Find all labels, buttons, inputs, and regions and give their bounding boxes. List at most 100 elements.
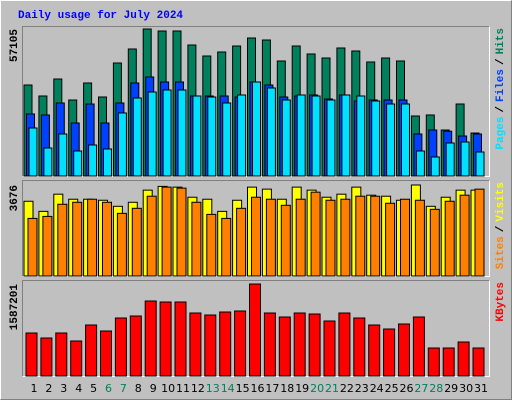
y-tick-label: 57105 [9,29,21,62]
bar [280,204,291,277]
bar [353,317,366,377]
bar [412,316,425,377]
bar [191,201,202,277]
bar [281,99,291,177]
bar [278,316,291,377]
bar [474,188,485,277]
legend-entry: KBytes [495,282,507,322]
legend-entry: Visits [495,182,507,222]
bar [370,195,381,277]
bar [444,200,455,277]
bar [338,312,351,377]
x-tick-label: 7 [120,382,127,395]
x-tick-label: 11 [176,382,190,395]
legend-entry: Files [495,69,507,102]
bar [57,203,68,277]
panel-bevel-dark [22,26,490,177]
bar [131,207,142,277]
bar [58,133,68,177]
x-tick-label: 17 [265,382,279,395]
x-tick-label: 9 [150,382,157,395]
x-tick-label: 20 [310,382,324,395]
bar [70,340,83,377]
bar [251,196,261,277]
bar [249,283,261,377]
x-tick-label: 19 [295,382,309,395]
x-tick-label: 15 [236,382,250,395]
bar [325,199,336,277]
x-tick-label: 8 [135,382,142,395]
x-tick-label: 21 [325,382,339,395]
bar [189,312,202,377]
bar [414,199,425,277]
bar [103,148,112,177]
x-tick-label: 14 [221,382,235,395]
bar [85,324,98,377]
bar [100,330,112,377]
bar [401,103,410,177]
bar [177,89,187,177]
bar [162,89,172,177]
bar [192,95,202,177]
legend: Pages / Files / Hits [495,28,507,150]
bar [371,100,381,177]
bar [265,198,276,277]
chart-title: Daily usage for July 2024 [18,10,183,22]
bar [445,142,455,177]
bar [206,213,217,277]
bar [207,96,217,177]
bar [427,347,440,377]
bar [129,315,142,377]
x-tick-label: 16 [251,382,265,395]
bar [341,94,351,177]
bar [73,150,83,177]
bar [296,94,306,177]
bar [234,310,247,377]
bar [176,187,187,277]
x-tick-label: 29 [444,382,458,395]
y-tick-label: 3676 [9,185,21,211]
x-tick-label: 23 [355,382,369,395]
legend-separator: / [495,225,507,232]
legend-entry: Hits [495,28,507,54]
bar [102,201,112,277]
bar [293,312,306,377]
bar [252,81,261,177]
x-tick-label: 13 [206,382,220,395]
bar [460,141,470,177]
bar [144,300,157,377]
bar [27,217,38,277]
bar [368,324,381,377]
bar [87,198,98,277]
x-tick-label: 3 [60,382,67,395]
bar [116,212,127,277]
x-tick-label: 12 [191,382,205,395]
legend-entry: Pages [495,117,507,150]
legend-separator: / [495,58,507,65]
bar [55,332,68,377]
legend-entry: Sites [495,236,507,269]
x-tick-label: 27 [414,382,428,395]
panel-bevel-dark [22,180,490,277]
x-tick-label: 10 [161,382,175,395]
x-tick-label: 25 [385,382,399,395]
bar [457,341,470,377]
bar [310,191,321,277]
bar [355,195,366,277]
bar [400,198,410,277]
bar [383,328,396,377]
bar [222,102,232,177]
bar [326,99,336,177]
x-tick-label: 2 [45,382,52,395]
bar [340,198,351,277]
panel-bevel-dark [22,280,490,377]
bar [219,311,232,377]
bar [295,198,306,277]
bar [430,156,440,177]
legend: Sites / Visits [495,182,507,269]
x-tick-label: 30 [459,382,473,395]
bar [40,337,53,377]
legend: KBytes [495,282,507,322]
bar [236,207,247,277]
x-tick-label: 28 [429,382,443,395]
